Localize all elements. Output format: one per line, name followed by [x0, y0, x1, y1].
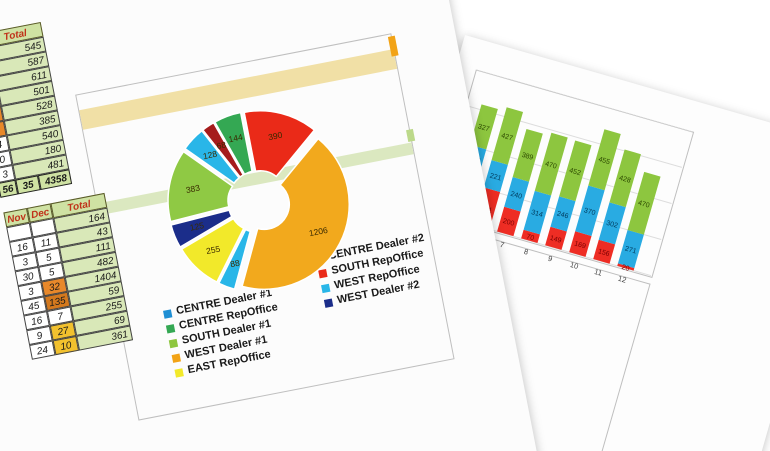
svg-text:12: 12 — [617, 274, 628, 285]
svg-text:10: 10 — [569, 260, 580, 271]
svg-text:20: 20 — [621, 264, 631, 273]
svg-text:7: 7 — [499, 240, 505, 250]
svg-text:9: 9 — [547, 254, 553, 264]
svg-text:88: 88 — [229, 258, 240, 270]
svg-text:11: 11 — [593, 267, 603, 278]
svg-text:8: 8 — [523, 247, 529, 257]
